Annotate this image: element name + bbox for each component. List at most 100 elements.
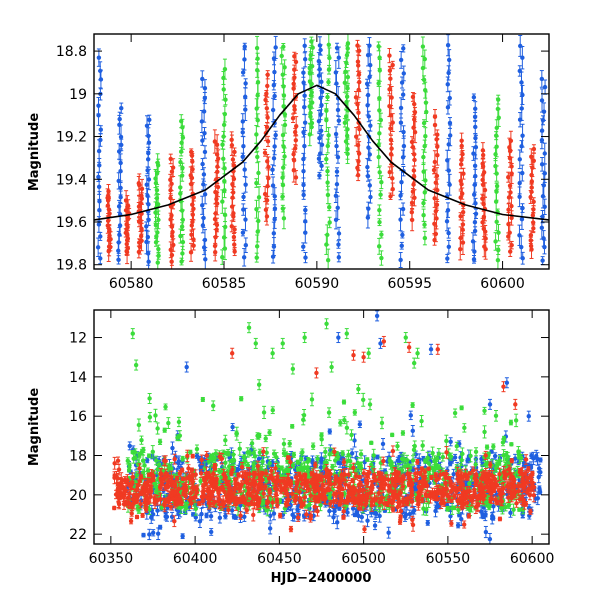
full-data-point [199, 507, 204, 521]
full-data-point [365, 514, 370, 528]
zoomed-data-point [281, 140, 286, 154]
zoomed-data-point [531, 224, 536, 233]
full-data-point [400, 430, 406, 436]
zoomed-data-point [279, 47, 284, 65]
full-outlier-point [526, 410, 531, 422]
zoomed-y-tick-label: 19.4 [56, 172, 87, 188]
full-data-point [356, 510, 361, 522]
zoomed-data-point [318, 44, 323, 56]
zoomed-data-point [400, 149, 406, 166]
zoomed-data-point [333, 60, 339, 85]
full-outlier-point [253, 337, 258, 349]
zoomed-data-point [520, 84, 525, 105]
zoomed-data-point [432, 234, 437, 246]
full-data-point [395, 441, 400, 451]
full-data-point [176, 416, 182, 428]
zoomed-data-point [241, 203, 246, 216]
zoomed-data-point [221, 148, 226, 169]
zoomed-data-point [388, 134, 394, 145]
full-x-tick-label: 60350 [89, 551, 134, 567]
zoomed-data-point [316, 109, 322, 133]
zoomed-data-point [255, 113, 260, 128]
zoomed-data-column-green [307, 36, 315, 147]
full-data-point [129, 510, 134, 517]
zoomed-panel: 60580 60585 60590 60595 60600 18.8 19 19.2 19.4 1… [27, 33, 550, 292]
zoomed-data-point [241, 248, 247, 267]
zoomed-data-point [400, 231, 405, 239]
full-data-point [291, 451, 297, 458]
full-data-point [145, 467, 151, 475]
zoomed-data-column-red [229, 131, 237, 257]
full-data-point [429, 474, 434, 480]
zoomed-data-point [200, 70, 205, 88]
zoomed-data-point [367, 147, 372, 162]
full-data-point [212, 465, 218, 471]
zoomed-data-column-green [376, 41, 384, 266]
zoomed-data-point [256, 161, 261, 185]
zoomed-data-point [117, 226, 122, 243]
full-data-point [150, 529, 156, 537]
zoomed-data-point [445, 76, 450, 93]
zoomed-data-point [326, 78, 331, 86]
full-data-point [369, 440, 374, 446]
full-data-point [420, 440, 425, 451]
zoomed-data-point [494, 182, 500, 190]
zoomed-data-point [445, 100, 451, 115]
zoomed-y-tick-label: 19.2 [56, 130, 87, 146]
zoomed-data-point [178, 147, 184, 157]
full-data-point [139, 490, 144, 497]
zoomed-data-point [232, 247, 237, 257]
zoomed-data-point [520, 123, 525, 148]
zoomed-data-point [508, 246, 513, 257]
model-curve [94, 84, 549, 221]
zoomed-data-point [399, 241, 404, 250]
zoomed-data-point [364, 78, 370, 89]
zoomed-data-point [222, 105, 228, 123]
zoomed-data-point [98, 252, 103, 265]
zoomed-data-point [422, 230, 428, 246]
zoomed-data-point [365, 43, 371, 67]
full-outlier-point [351, 349, 356, 361]
zoomed-data-point [317, 171, 322, 180]
zoomed-data-point [344, 57, 349, 69]
zoomed-data-point [409, 208, 415, 232]
full-data-point [239, 396, 244, 402]
full-data-point [136, 418, 142, 432]
zoomed-y-tick-label: 19 [69, 87, 87, 103]
full-x-tick-label: 60450 [257, 551, 302, 567]
full-data-point [233, 514, 239, 520]
zoomed-data-point [229, 134, 235, 156]
full-data-point [451, 468, 456, 480]
zoomed-data-point [447, 173, 452, 196]
model-curve-line [94, 84, 549, 221]
full-data-point [357, 506, 362, 511]
zoomed-data-point [264, 89, 269, 98]
full-data-point [292, 512, 297, 522]
zoomed-data-point [281, 207, 287, 230]
zoomed-data-marks [95, 34, 548, 269]
full-data-point [477, 486, 483, 492]
zoomed-data-point [342, 118, 348, 128]
zoomed-data-column-red [290, 51, 299, 185]
full-data-point [309, 392, 315, 407]
full-data-point [163, 512, 168, 521]
full-y-tick-label: 14 [69, 370, 87, 386]
zoomed-data-column-blue [470, 93, 479, 264]
zoomed-data-point [221, 112, 227, 138]
zoomed-data-point [203, 247, 208, 269]
zoomed-data-point [377, 218, 382, 227]
zoomed-x-tick-label: 60600 [480, 276, 525, 292]
zoomed-data-point [540, 184, 546, 209]
full-data-point [487, 532, 493, 544]
zoomed-data-point [290, 113, 296, 124]
full-data-point [365, 457, 370, 462]
full-outlier-point [366, 347, 371, 359]
full-data-point [430, 446, 435, 460]
full-data-point [389, 432, 395, 438]
zoomed-data-point [301, 189, 306, 200]
zoomed-data-point [199, 109, 205, 134]
zoomed-data-point [446, 49, 452, 71]
zoomed-data-point [435, 144, 440, 166]
zoomed-data-point [377, 204, 382, 216]
zoomed-data-point [327, 203, 332, 212]
